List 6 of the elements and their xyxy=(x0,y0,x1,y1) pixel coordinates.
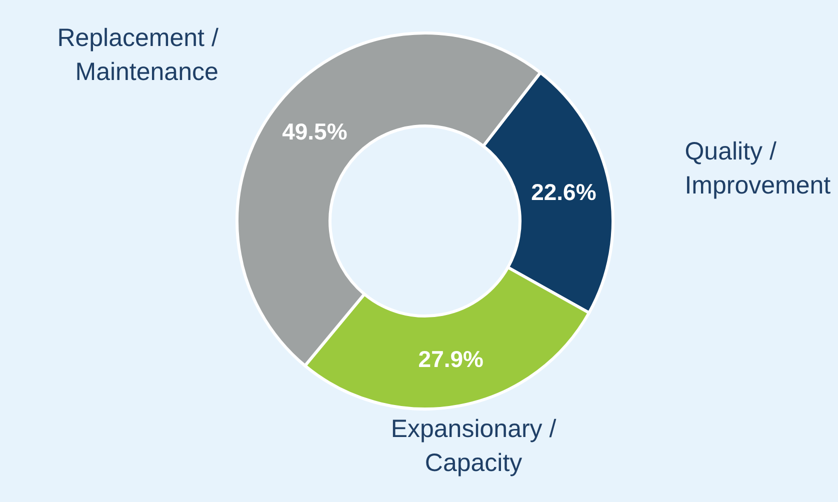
data-label: 49.5% xyxy=(282,118,348,144)
slice-label: Replacement / Maintenance xyxy=(57,24,218,86)
slice-label: Quality / Improvement xyxy=(684,137,831,200)
slice-label: Expansionary / Capacity xyxy=(390,415,556,477)
data-label: 22.6% xyxy=(531,178,596,205)
data-label: 27.9% xyxy=(418,346,484,372)
